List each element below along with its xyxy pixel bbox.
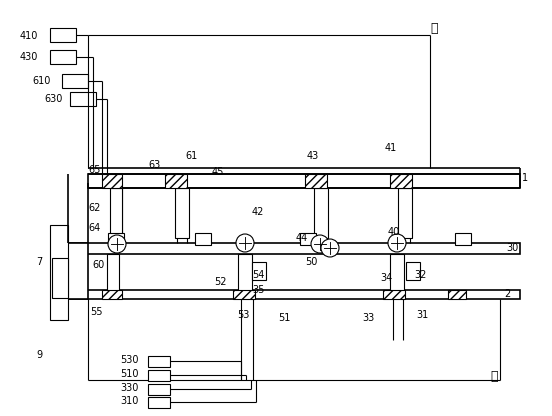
Text: 53: 53 bbox=[237, 310, 250, 320]
Bar bbox=[300, 233, 316, 245]
Text: 45: 45 bbox=[212, 167, 224, 177]
Circle shape bbox=[108, 235, 126, 253]
Circle shape bbox=[388, 234, 406, 252]
Text: 35: 35 bbox=[252, 285, 264, 295]
Text: 9: 9 bbox=[36, 350, 42, 360]
Circle shape bbox=[236, 234, 254, 252]
Bar bbox=[148, 370, 170, 381]
Bar bbox=[195, 233, 211, 245]
Bar bbox=[314, 188, 328, 238]
Bar bbox=[50, 225, 68, 320]
Text: 31: 31 bbox=[416, 310, 428, 320]
Text: 32: 32 bbox=[414, 270, 426, 280]
Text: 330: 330 bbox=[120, 383, 139, 393]
Text: 410: 410 bbox=[20, 31, 39, 41]
Text: 51: 51 bbox=[278, 313, 290, 323]
Bar bbox=[102, 290, 122, 299]
Bar bbox=[102, 174, 122, 188]
Bar bbox=[148, 384, 170, 395]
Bar bbox=[175, 188, 189, 238]
Text: 1: 1 bbox=[522, 173, 528, 183]
Circle shape bbox=[321, 239, 339, 257]
Text: 62: 62 bbox=[88, 203, 100, 213]
Bar bbox=[398, 188, 412, 238]
Bar bbox=[108, 233, 124, 245]
Bar bbox=[390, 174, 412, 188]
Text: 2: 2 bbox=[504, 289, 510, 299]
Bar bbox=[52, 258, 68, 298]
Text: 后: 后 bbox=[430, 22, 438, 35]
Bar bbox=[70, 92, 96, 106]
Text: 65: 65 bbox=[88, 165, 100, 175]
Bar bbox=[148, 397, 170, 408]
Bar bbox=[62, 74, 88, 88]
Text: 430: 430 bbox=[20, 52, 39, 62]
Bar bbox=[50, 50, 76, 64]
Text: 前: 前 bbox=[490, 370, 497, 383]
Text: 61: 61 bbox=[185, 151, 197, 161]
Text: 54: 54 bbox=[252, 270, 264, 280]
Bar bbox=[233, 290, 255, 299]
Text: 63: 63 bbox=[148, 160, 160, 170]
Text: 30: 30 bbox=[506, 243, 518, 253]
Bar bbox=[406, 262, 420, 280]
Bar bbox=[305, 174, 327, 188]
Text: 42: 42 bbox=[252, 207, 264, 217]
Text: 50: 50 bbox=[305, 257, 317, 267]
Bar bbox=[107, 254, 119, 294]
Text: 7: 7 bbox=[36, 257, 43, 267]
Text: 34: 34 bbox=[380, 273, 392, 283]
Bar bbox=[88, 174, 520, 188]
Text: 630: 630 bbox=[44, 94, 62, 104]
Bar bbox=[110, 188, 122, 238]
Text: 40: 40 bbox=[388, 227, 400, 237]
Bar bbox=[68, 290, 520, 299]
Text: 41: 41 bbox=[385, 143, 397, 153]
Text: 44: 44 bbox=[296, 233, 308, 243]
Bar bbox=[455, 233, 471, 245]
Circle shape bbox=[311, 235, 329, 253]
Text: 610: 610 bbox=[32, 76, 50, 86]
Text: 43: 43 bbox=[307, 151, 319, 161]
Text: 64: 64 bbox=[88, 223, 100, 233]
Bar bbox=[448, 290, 466, 299]
Text: 510: 510 bbox=[120, 369, 139, 379]
Bar bbox=[50, 28, 76, 42]
Text: 530: 530 bbox=[120, 355, 139, 365]
Text: 33: 33 bbox=[362, 313, 374, 323]
Text: 310: 310 bbox=[120, 396, 139, 406]
Bar bbox=[252, 262, 266, 280]
Text: 60: 60 bbox=[92, 260, 104, 270]
Text: 55: 55 bbox=[90, 307, 103, 317]
Bar bbox=[148, 356, 170, 367]
Bar bbox=[68, 243, 520, 254]
Bar bbox=[68, 243, 88, 299]
Text: 52: 52 bbox=[214, 277, 226, 287]
Bar bbox=[390, 254, 404, 294]
Bar bbox=[383, 290, 405, 299]
Bar bbox=[238, 254, 252, 294]
Bar bbox=[165, 174, 187, 188]
